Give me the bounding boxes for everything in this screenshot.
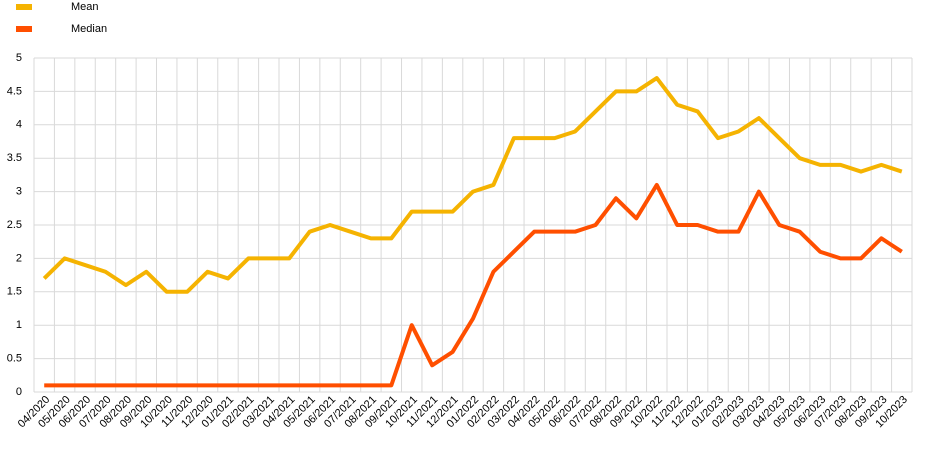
series-line bbox=[44, 182, 903, 388]
y-tick-label: 1.5 bbox=[7, 286, 22, 298]
y-tick-label: 4.5 bbox=[7, 85, 22, 97]
legend-swatch bbox=[16, 26, 32, 32]
y-tick-label: 4 bbox=[16, 119, 22, 131]
y-tick-label: 3.5 bbox=[7, 152, 22, 164]
legend-label: Median bbox=[71, 23, 107, 35]
y-tick-label: 1 bbox=[16, 319, 22, 331]
y-tick-label: 0 bbox=[16, 386, 22, 398]
y-tick-label: 0.5 bbox=[7, 353, 22, 365]
legend-label: Mean bbox=[71, 1, 99, 13]
y-tick-label: 5 bbox=[16, 52, 22, 64]
series-line bbox=[42, 76, 903, 294]
y-tick-label: 2 bbox=[16, 252, 22, 264]
legend-swatch bbox=[16, 4, 32, 10]
y-tick-label: 3 bbox=[16, 186, 22, 198]
y-tick-label: 2.5 bbox=[7, 219, 22, 231]
